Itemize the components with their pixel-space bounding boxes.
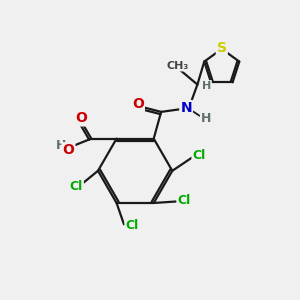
Text: Cl: Cl — [125, 219, 139, 232]
Text: CH₃: CH₃ — [167, 61, 189, 70]
Text: H: H — [202, 81, 211, 91]
Text: O: O — [75, 111, 87, 125]
Text: O: O — [132, 97, 144, 111]
Text: O: O — [62, 143, 74, 157]
Text: H: H — [201, 112, 211, 124]
Text: N: N — [180, 101, 192, 115]
Text: Cl: Cl — [192, 149, 206, 162]
Text: Cl: Cl — [177, 194, 191, 207]
Text: Cl: Cl — [70, 180, 83, 193]
Text: H: H — [56, 139, 66, 152]
Text: S: S — [217, 41, 227, 55]
